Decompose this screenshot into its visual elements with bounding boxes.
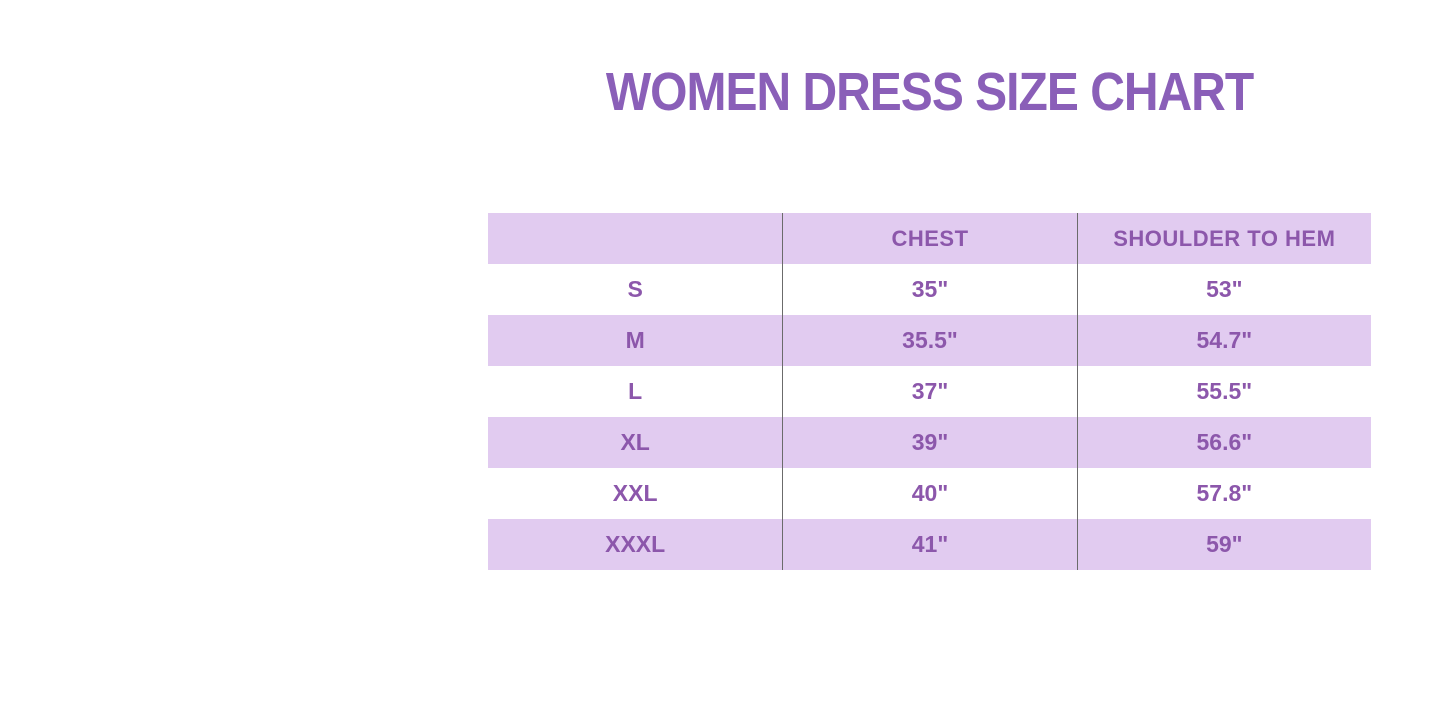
shoulder-to-hem-value: 59"	[1076, 519, 1371, 570]
size-label: L	[628, 378, 643, 404]
table-row: M 35.5" 54.7"	[488, 315, 1371, 366]
size-label: XXXL	[605, 531, 666, 557]
table-row: S 35" 53"	[488, 264, 1371, 315]
table-row: XXL 40" 57.8"	[488, 468, 1371, 519]
shoulder-to-hem-value: 54.7"	[1076, 315, 1371, 366]
shoulder-to-hem-value: 57.8"	[1076, 468, 1371, 519]
shoulder-to-hem-value: 53"	[1076, 264, 1371, 315]
header-cell-shoulder-to-hem: SHOULDER TO HEM	[1076, 213, 1371, 264]
chest-value: 35.5"	[782, 315, 1076, 366]
shoulder-to-hem-value: 55.5"	[1076, 366, 1371, 417]
table-header-row: CHEST SHOULDER TO HEM	[488, 213, 1371, 264]
table-row: XL 39" 56.6"	[488, 417, 1371, 468]
chest-value: 41"	[782, 519, 1076, 570]
page-title: WOMEN DRESS SIZE CHART	[605, 63, 1254, 123]
header-cell-size	[488, 213, 782, 264]
table-row: L 37" 55.5"	[488, 366, 1371, 417]
size-label: S	[627, 276, 643, 302]
chest-value: 35"	[782, 264, 1076, 315]
size-label: XL	[620, 429, 650, 455]
size-chart-table: CHEST SHOULDER TO HEM S 35" 53" M 35.5" …	[488, 213, 1371, 570]
header-cell-chest: CHEST	[782, 213, 1076, 264]
table-row: XXXL 41" 59"	[488, 519, 1371, 570]
chest-value: 40"	[782, 468, 1076, 519]
size-label: XXL	[612, 480, 658, 506]
chest-value: 39"	[782, 417, 1076, 468]
size-label: M	[625, 327, 645, 353]
shoulder-to-hem-value: 56.6"	[1076, 417, 1371, 468]
chest-value: 37"	[782, 366, 1076, 417]
